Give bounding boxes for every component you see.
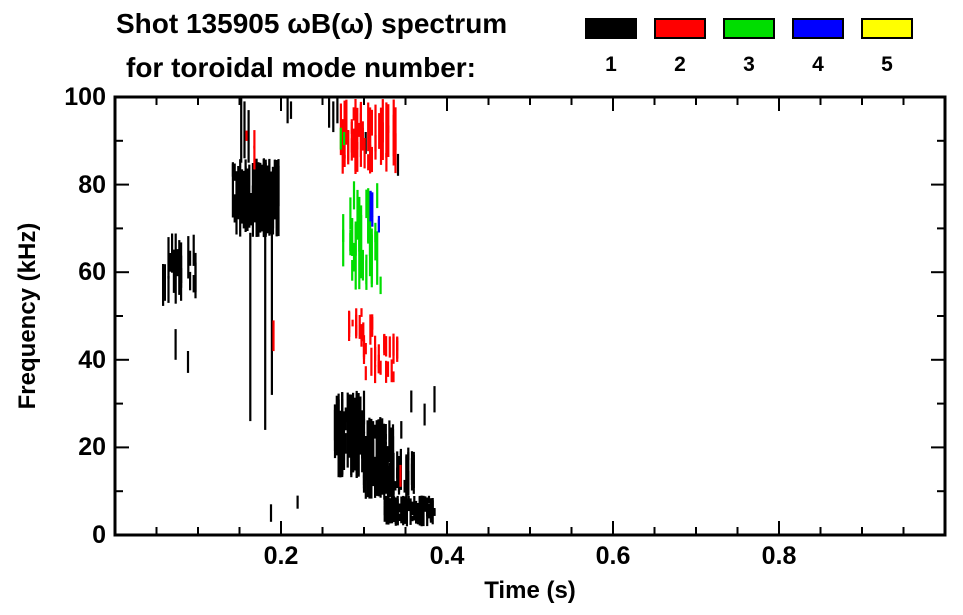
series-n=4 (369, 190, 380, 233)
y-tick-label-40: 40 (78, 345, 106, 374)
x-axis-label: Time (s) (484, 577, 576, 604)
x-tick-label-0.4: 0.4 (429, 542, 465, 570)
x-tick-label-0.2: 0.2 (263, 542, 299, 570)
figure-title: Shot 135905 ωB(ω) spectrum (116, 8, 508, 39)
x-tick-label-0.6: 0.6 (595, 542, 631, 570)
plot-data (162, 97, 436, 527)
y-axis-label: Frequency (kHz) (14, 222, 41, 410)
y-tick-label-100: 100 (64, 83, 106, 111)
x-tick-label-0.8: 0.8 (761, 542, 797, 570)
y-tick-label-60: 60 (78, 258, 106, 287)
series-n=2 (245, 99, 402, 487)
plot-frame (113, 95, 947, 537)
figure-subtitle: for toroidal mode number: (126, 52, 476, 83)
y-tick-label-20: 20 (78, 433, 106, 462)
series-n=1 (162, 97, 436, 527)
y-tick-label-0: 0 (92, 521, 106, 549)
y-tick-label-80: 80 (78, 170, 106, 199)
